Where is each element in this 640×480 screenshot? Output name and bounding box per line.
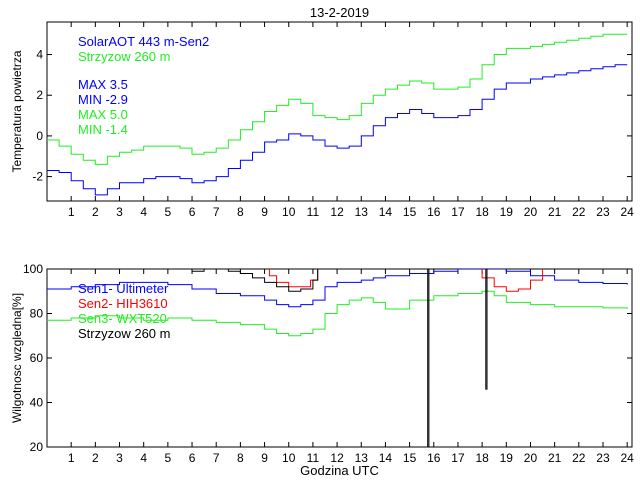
temperature-x-tick-label: 17 [451,205,465,219]
temperature-x-tick-label: 18 [475,205,489,219]
humidity-x-tick-label: 13 [355,451,369,465]
temperature-chart: 1 2 3 4 5 6 7 8 9 10 11 12 13 14 15 16 17 18 19 20 21 22 23 24-… [10,5,634,219]
temperature-stat-label: MIN -2.9 [78,92,128,107]
humidity-legend-entry: Sen2- HIH3610 [78,296,168,311]
temperature-x-tick-label: 1 [68,205,75,219]
temperature-x-tick-label: 11 [307,205,320,219]
humidity-x-tick-label: 5 [165,451,172,465]
temperature-x-tick-label: 13 [355,205,369,219]
humidity-series-sen3-wxt520 [47,290,628,337]
temperature-stat-label: MIN -1.4 [78,122,128,137]
humidity-x-tick-label: 18 [475,451,489,465]
humidity-x-tick-label: 14 [379,451,393,465]
humidity-x-tick-label: 22 [572,451,586,465]
temperature-y-axis-label: Temperatura powietrza [10,50,24,172]
humidity-x-tick-label: 16 [427,451,441,465]
temperature-x-tick-label: 22 [572,205,586,219]
temperature-y-tick-label: -2 [32,170,43,184]
humidity-x-tick-label: 11 [307,451,320,465]
humidity-y-tick-label: 80 [30,307,44,321]
temperature-x-tick-label: 20 [524,205,538,219]
humidity-x-tick-label: 10 [282,451,296,465]
humidity-y-tick-label: 20 [30,440,44,454]
temperature-x-tick-label: 10 [282,205,296,219]
temperature-series-group [47,33,628,196]
humidity-x-tick-label: 24 [620,451,634,465]
temperature-y-tick-label: 4 [36,48,43,62]
temperature-x-tick-label: 7 [213,205,220,219]
humidity-x-tick-label: 3 [116,451,123,465]
humidity-x-tick-label: 9 [261,451,268,465]
humidity-x-tick-label: 6 [189,451,196,465]
humidity-series-group [47,269,628,447]
temperature-stat-label: MAX 5.0 [78,107,128,122]
humidity-chart: 1 2 3 4 5 6 7 8 9 10 11 12 13 14 15 16 17 18 19 20 21 22 23 242… [10,262,634,478]
humidity-series-strzyzow-260-m [70,269,488,447]
humidity-legend-entry: Strzyzow 260 m [78,326,170,341]
temperature-x-tick-label: 23 [596,205,610,219]
temperature-x-tick-label: 3 [116,205,123,219]
temperature-x-tick-label: 16 [427,205,441,219]
humidity-x-tick-label: 21 [548,451,562,465]
temperature-series-solaraot-443-m-sen2 [47,64,628,196]
humidity-x-tick-label: 12 [330,451,344,465]
temperature-x-tick-label: 2 [92,205,99,219]
humidity-legend-entry: Sen1- Ultimeter [78,281,169,296]
humidity-legend-entry: Sen3- WXT520 [78,311,167,326]
humidity-x-tick-label: 2 [92,451,99,465]
humidity-x-tick-label: 20 [524,451,538,465]
temperature-x-tick-label: 6 [189,205,196,219]
temperature-y-tick-label: 0 [36,129,43,143]
temperature-x-tick-label: 19 [500,205,514,219]
temperature-y-tick-label: 2 [36,88,43,102]
humidity-y-axis-label: Wilgotnosc wzgledna[%] [10,293,24,423]
humidity-x-tick-label: 15 [403,451,417,465]
humidity-x-tick-label: 7 [213,451,220,465]
humidity-series-sen1-ultimeter [47,269,628,308]
humidity-y-tick-label: 60 [30,351,44,365]
temperature-x-tick-label: 8 [237,205,244,219]
temperature-legend-entry: SolarAOT 443 m-Sen2 [78,34,209,49]
humidity-x-tick-label: 23 [596,451,610,465]
humidity-x-tick-label: 17 [451,451,465,465]
humidity-y-tick-label: 100 [23,262,43,276]
temperature-legend-entry: Strzyzow 260 m [78,49,170,64]
temperature-x-tick-label: 21 [548,205,562,219]
humidity-x-tick-label: 1 [68,451,75,465]
humidity-x-tick-label: 8 [237,451,244,465]
temperature-x-tick-label: 4 [140,205,147,219]
humidity-x-tick-label: 4 [140,451,147,465]
temperature-stat-label: MAX 3.5 [78,77,128,92]
temperature-x-tick-label: 12 [330,205,344,219]
temperature-x-tick-label: 5 [165,205,172,219]
temperature-series-strzyzow-260-m [47,33,628,165]
temperature-x-tick-label: 14 [379,205,393,219]
humidity-x-tick-label: 19 [500,451,514,465]
temperature-axes-frame [46,21,633,202]
temperature-x-tick-label: 15 [403,205,417,219]
temperature-x-tick-label: 24 [620,205,634,219]
humidity-y-tick-label: 40 [30,396,44,410]
humidity-x-axis-label: Godzina UTC [300,463,379,478]
humidity-series-sen2-hih3610 [268,269,544,292]
temperature-x-tick-label: 9 [261,205,268,219]
temperature-chart-title: 13-2-2019 [310,5,369,20]
